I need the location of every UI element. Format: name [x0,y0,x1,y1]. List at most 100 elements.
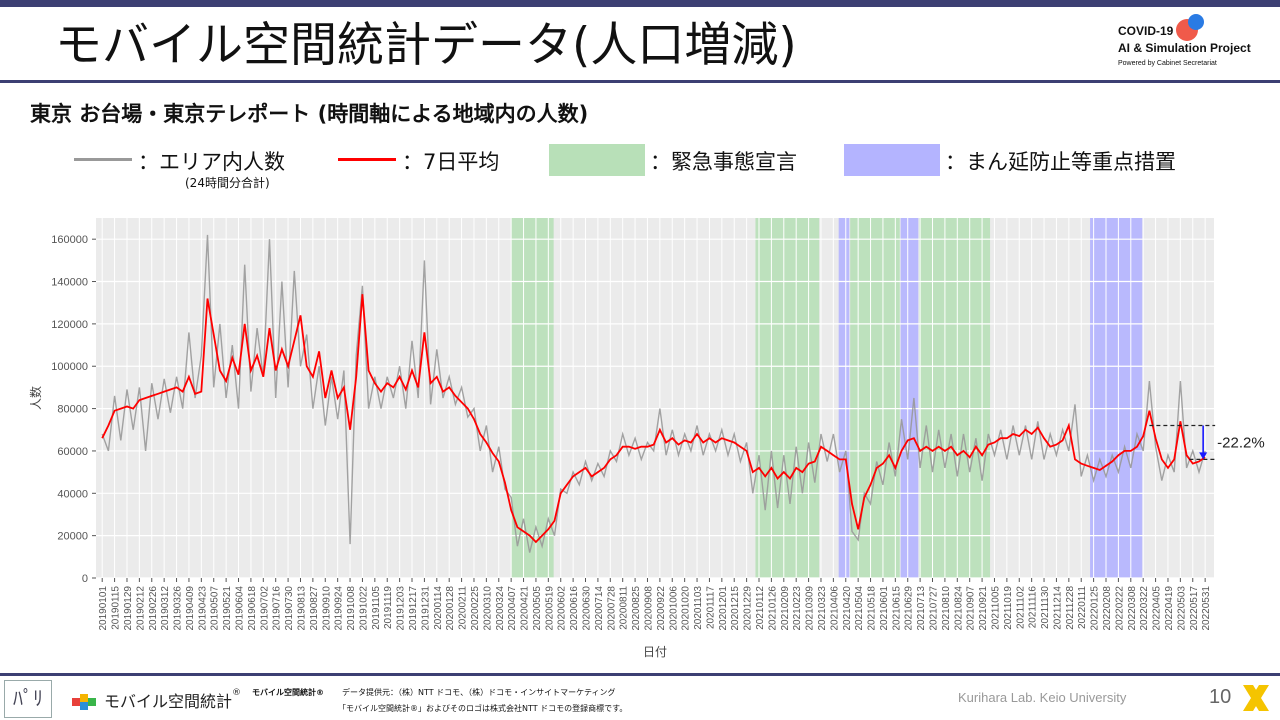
y-tick-label: 80000 [57,404,88,416]
x-tick-label: 20220111 [1077,586,1088,629]
x-tick-label: 20190115 [111,586,122,630]
x-tick-label: 20210406 [829,586,840,631]
x-tick-label: 20210907 [966,586,977,631]
x-tick-label: 20190618 [247,586,258,631]
lab-credit: Kurihara Lab. Keio University [958,690,1127,705]
y-tick-label: 160000 [51,234,88,246]
x-tick-label: 20200922 [656,586,667,631]
x-tick-label: 20210615 [891,586,902,631]
x-tick-label: 20201103 [693,586,704,630]
x-axis-label: 日付 [643,645,667,659]
x-tick-label: 20191022 [358,586,369,631]
x-tick-label: 20191105 [371,586,382,630]
y-axis-label: 人数 [28,386,43,410]
x-tick-label: 20210323 [817,586,828,631]
x-tick-label: 20210518 [867,586,878,631]
brand-small-text: モバイル空間統計® [252,688,324,697]
x-tick-label: 20201201 [718,586,729,631]
x-tick-label: 20220531 [1201,586,1212,631]
trademark-text: 「モバイル空間統計®」およびそのロゴは株式会社NTT ドコモの登録商標です。 [338,704,628,713]
y-tick-label: 20000 [57,531,88,543]
legend-emergency-label: ：緊急事態宣言 [650,150,797,174]
logo-line1: COVID-19 [1118,24,1174,38]
legend-emergency-swatch [549,144,645,176]
logo-blue-circle [1188,14,1204,30]
x-tick-label: 20220405 [1152,586,1163,631]
x-tick-label: 20191119 [383,586,394,629]
brand-mark: ® [232,688,241,698]
x-tick-label: 20220125 [1090,586,1101,631]
priority-period [838,218,850,578]
x-tick-label: 20200211 [458,586,469,630]
x-tick-label: 20200128 [445,586,456,631]
legend-raw-note: (24時間分合計) [185,176,270,190]
y-tick-label: 0 [82,573,88,585]
priority-period [1090,218,1143,578]
x-tick-label: 20210810 [941,586,952,631]
x-tick-label: 20191231 [420,586,431,631]
x-tick-label: 20190521 [222,586,233,631]
x-tick-label: 20190604 [235,586,246,631]
x-tick-label: 20190716 [272,586,283,631]
data-source-text: データ提供元：（株）NTT ドコモ、（株）ドコモ・インサイトマーケティング [342,688,616,697]
legend-priority-label: ：まん延防止等重点措置 [945,150,1176,174]
y-tick-label: 140000 [51,277,88,289]
x-tick-label: 20211102 [1015,586,1026,629]
title-divider [0,80,1280,83]
x-tick-label: 20201215 [730,586,741,631]
x-tick-label: 20190326 [173,586,184,631]
x-tick-label: 20210420 [842,586,853,631]
legend-priority-swatch [844,144,940,176]
x-tick-label: 20190312 [160,586,171,631]
x-tick-label: 20210824 [953,586,964,631]
x-tick-label: 20190409 [185,586,196,631]
x-tick-label: 20210713 [916,586,927,631]
x-tick-label: 20190730 [284,586,295,631]
x-tick-label: 20201117 [705,586,716,629]
cube-icon [72,694,96,710]
priority-period [900,218,919,578]
plot-background [96,218,1214,578]
y-tick-label: 40000 [57,488,88,500]
legend-raw-swatch [74,158,132,161]
covid-ai-logo: COVID-19 AI & Simulation Project Powered… [1118,14,1278,74]
x-tick-label: 20190226 [148,586,159,631]
x-tick-label: 20210209 [780,586,791,631]
x-tick-label: 20200728 [606,586,617,631]
legend-avg-swatch [338,158,396,161]
x-tick-label: 20200630 [582,586,593,631]
x-tick-label: 20220208 [1102,586,1113,631]
x-tick-label: 20211116 [1028,586,1039,629]
x-tick-label: 20190212 [135,586,146,631]
x-tick-label: 20210601 [879,586,890,631]
legend-avg-label: ：7日平均 [402,150,500,174]
footer-divider [0,673,1280,676]
x-tick-label: 20210126 [767,586,778,631]
x-tick-label: 20220517 [1189,586,1200,631]
x-tick-label: 20220222 [1114,586,1125,631]
x-tick-label: 20190827 [309,586,320,631]
x-tick-label: 20200602 [557,586,568,631]
legend-raw-label: ：エリア内人数 [138,150,285,174]
emergency-period [755,218,820,578]
x-tick-label: 20210921 [978,586,989,631]
x-tick-label: 20200324 [495,586,506,631]
x-tick-label: 20190423 [197,586,208,631]
annotation-arrow-head [1199,452,1208,460]
logo-line3: Powered by Cabinet Secretariat [1118,60,1217,67]
x-tick-label: 20190129 [123,586,134,631]
brand-text: モバイル空間統計 [104,692,233,711]
x-tick-label: 20211214 [1052,586,1063,630]
x-tick-label: 20201020 [681,586,692,631]
x-tick-label: 20211005 [990,586,1001,630]
emergency-period [511,218,554,578]
chart-legend: ：エリア内人数 (24時間分合計) ：7日平均 ：緊急事態宣言 ：まん延防止等重… [0,140,1280,190]
x-tick-label: 20220308 [1127,586,1138,631]
x-tick-label: 20210223 [792,586,803,631]
x-tick-label: 20200908 [643,586,654,631]
x-tick-label: 20190910 [321,586,332,631]
chart-subtitle: 東京 お台場・東京テレポート (時間軸による地域内の人数) [30,102,589,126]
y-tick-label: 100000 [51,361,88,373]
x-tick-label: 20201006 [668,586,679,631]
series-line-raw [101,234,1206,553]
